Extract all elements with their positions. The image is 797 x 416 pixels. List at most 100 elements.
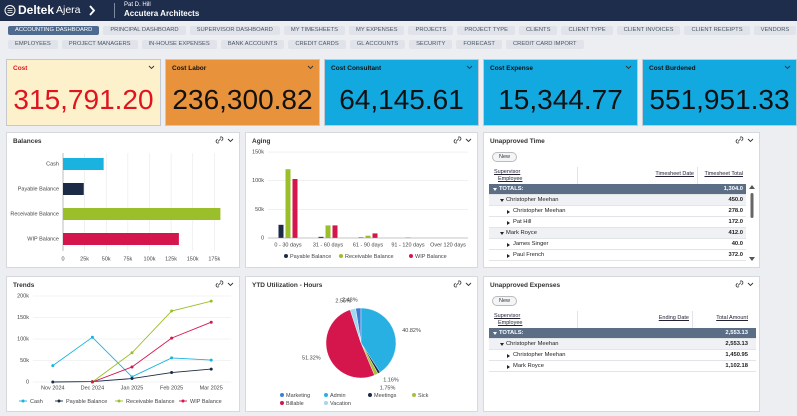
caret[interactable] xyxy=(507,243,510,247)
tab[interactable]: EMPLOYEES xyxy=(8,40,58,49)
tab[interactable]: CREDIT CARDS xyxy=(288,40,345,49)
tab[interactable]: CLIENT RECEIPTS xyxy=(684,26,749,35)
scroll-down[interactable] xyxy=(749,257,755,261)
tab[interactable]: PROJECT MANAGERS xyxy=(62,40,138,49)
row-label: Mark Royce xyxy=(513,361,544,372)
table-row[interactable]: Pat Hill172.0 xyxy=(489,217,746,228)
link-icon[interactable] xyxy=(216,281,223,287)
caret[interactable] xyxy=(507,210,510,214)
scrollbar[interactable] xyxy=(748,184,756,262)
tab[interactable]: ACCOUNTING DASHBOARD xyxy=(8,26,99,35)
panel-icons[interactable] xyxy=(734,280,756,288)
x-tick-label: 50k xyxy=(102,256,111,262)
tab[interactable]: CLIENT INVOICES xyxy=(617,26,681,35)
tab[interactable]: MY EXPENSES xyxy=(349,26,404,35)
tab[interactable]: PRINCIPAL DASHBOARD xyxy=(103,26,185,35)
caret[interactable] xyxy=(507,365,510,369)
caret[interactable] xyxy=(507,354,510,358)
panel-title: YTD Utilization - Hours xyxy=(252,282,322,289)
caret[interactable] xyxy=(493,188,497,191)
scroll-thumb[interactable] xyxy=(751,193,754,218)
legend-label: Sick xyxy=(418,393,429,399)
point xyxy=(51,381,54,384)
chevron-icon[interactable] xyxy=(748,139,753,142)
panel-icons[interactable] xyxy=(452,136,474,144)
table-row[interactable]: James Singer40.0 xyxy=(489,239,746,250)
link-icon[interactable] xyxy=(454,137,461,143)
new-button[interactable]: New xyxy=(492,152,517,162)
column-header[interactable]: Timesheet Total xyxy=(704,171,743,177)
row-label: Paul French xyxy=(513,250,544,261)
tab[interactable]: MY TIMESHEETS xyxy=(284,26,345,35)
column-header[interactable]: Supervisor xyxy=(494,313,520,319)
table-row[interactable]: TOTALS:1,304.0 xyxy=(489,184,746,195)
chevron-icon[interactable] xyxy=(228,139,233,142)
tab[interactable]: PROJECT TYPE xyxy=(457,26,515,35)
table-row[interactable]: Paul French372.0 xyxy=(489,250,746,261)
link-icon[interactable] xyxy=(216,137,223,143)
column-header[interactable]: Employee xyxy=(498,176,522,182)
caret[interactable] xyxy=(500,232,504,235)
panel-icons[interactable] xyxy=(214,136,236,144)
panel-icons[interactable] xyxy=(452,280,474,288)
table-row[interactable]: Christopher Meehan2,553.13 xyxy=(489,339,756,350)
caret[interactable] xyxy=(507,254,510,258)
bar xyxy=(373,233,378,238)
x-tick-label: 25k xyxy=(80,256,89,262)
tab[interactable]: GL ACCOUNTS xyxy=(350,40,405,49)
link-icon[interactable] xyxy=(454,281,461,287)
link-icon[interactable] xyxy=(736,281,743,287)
caret[interactable] xyxy=(493,332,497,335)
tab[interactable]: FORECAST xyxy=(456,40,502,49)
caret[interactable] xyxy=(500,343,504,346)
column-header[interactable]: Supervisor xyxy=(494,169,520,175)
chevron-icon[interactable] xyxy=(466,283,471,286)
column-header[interactable]: Ending Date xyxy=(659,315,689,321)
panel-icons[interactable] xyxy=(734,136,756,144)
chevron-icon[interactable] xyxy=(748,283,753,286)
tab[interactable]: PROJECTS xyxy=(408,26,453,35)
caret[interactable] xyxy=(500,199,504,202)
table-row[interactable]: Christopher Meehan1,450.95 xyxy=(489,350,756,361)
column-header[interactable]: Employee xyxy=(498,320,522,326)
tab[interactable]: CLIENTS xyxy=(519,26,557,35)
tab[interactable]: BANK ACCOUNTS xyxy=(221,40,285,49)
kpi-card: Cost Consultant64,145.61 xyxy=(324,59,479,126)
chevron-icon[interactable] xyxy=(228,283,233,286)
panel-icons[interactable] xyxy=(453,63,475,71)
divider xyxy=(114,3,115,18)
table-row[interactable]: Christopher Meehan450.0 xyxy=(489,195,746,206)
chevron-icon[interactable] xyxy=(467,66,472,69)
table-row[interactable]: TOTALS:2,553.13 xyxy=(489,328,756,339)
menu-lines xyxy=(8,9,13,13)
chevron-icon[interactable] xyxy=(308,66,313,69)
panel-icons[interactable] xyxy=(135,63,157,71)
table-row[interactable]: Mark Royce1,102.18 xyxy=(489,361,756,372)
scroll-up[interactable] xyxy=(749,185,755,189)
column-header[interactable]: Total Amount xyxy=(716,315,748,321)
caret[interactable] xyxy=(507,221,510,225)
chevron-icon[interactable] xyxy=(785,66,790,69)
tab[interactable]: CLIENT TYPE xyxy=(561,26,612,35)
tab[interactable]: SUPERVISOR DASHBOARD xyxy=(190,26,280,35)
tab[interactable]: SECURITY xyxy=(409,40,452,49)
table-row[interactable]: Mark Royce412.0 xyxy=(489,228,746,239)
row-value: 1,304.0 xyxy=(724,184,743,195)
chevron-icon[interactable] xyxy=(626,66,631,69)
column-header[interactable]: Timesheet Date xyxy=(655,171,694,177)
menu-button[interactable] xyxy=(3,0,17,21)
link-icon[interactable] xyxy=(736,137,743,143)
data-label: 2.55% xyxy=(335,299,351,305)
chart: 050k100k150k0 - 30 days31 - 60 days61 - … xyxy=(246,133,478,268)
panel-icons[interactable] xyxy=(214,280,236,288)
panel-icons[interactable] xyxy=(612,63,634,71)
new-button[interactable]: New xyxy=(492,296,517,306)
chevron-icon[interactable] xyxy=(466,139,471,142)
panel-icons[interactable] xyxy=(771,63,793,71)
tab[interactable]: IN-HOUSE EXPENSES xyxy=(142,40,217,49)
chevron-icon[interactable] xyxy=(149,66,154,69)
panel-icons[interactable] xyxy=(294,63,316,71)
table-row[interactable]: Christopher Meehan278.0 xyxy=(489,206,746,217)
tab[interactable]: CREDIT CARD IMPORT xyxy=(506,40,584,49)
tab[interactable]: VENDORS xyxy=(754,26,797,35)
